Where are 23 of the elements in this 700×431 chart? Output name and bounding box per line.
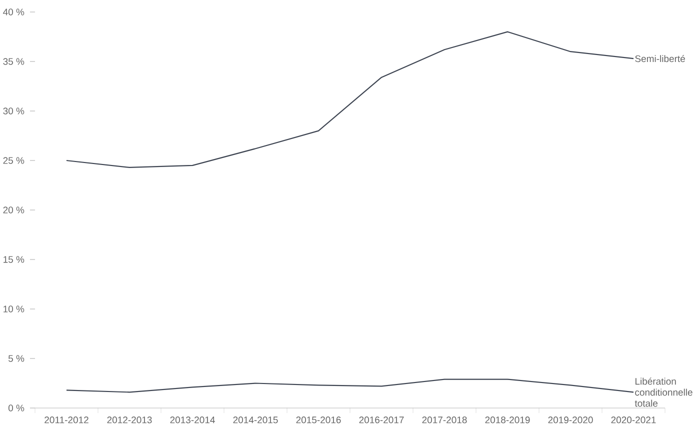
x-tick-label: 2013-2014 (170, 416, 215, 424)
series-label: Semi-liberté (635, 54, 685, 62)
y-tick-label: 40 % (3, 8, 24, 16)
x-tick-label: 2020-2021 (611, 416, 656, 424)
y-tick-label: 30 % (3, 108, 24, 114)
x-tick-label: 2012-2013 (107, 416, 152, 424)
line-series (66, 31, 634, 168)
y-tick-label: 0 % (8, 404, 24, 412)
x-tick-label: 2015-2016 (296, 416, 341, 424)
y-tick-label: 10 % (4, 306, 24, 312)
series-label: Libération conditionnelle totale (634, 378, 692, 407)
y-tick-label: 35 % (3, 58, 24, 65)
x-tick-label: 2011-2012 (44, 416, 88, 424)
y-tick-label: 20 % (3, 206, 24, 214)
x-tick-label: 2017-2018 (422, 416, 467, 424)
x-tick-label: 2019-2020 (548, 416, 593, 424)
y-tick-label: 15 % (4, 256, 24, 263)
line-series (66, 378, 634, 393)
y-tick-label: 25 % (3, 157, 24, 164)
x-tick-label: 2014-2015 (233, 416, 278, 424)
x-tick-label: 2016-2017 (359, 416, 404, 424)
y-tick-label: 5 % (8, 355, 24, 362)
x-tick-label: 2018-2019 (485, 416, 530, 424)
